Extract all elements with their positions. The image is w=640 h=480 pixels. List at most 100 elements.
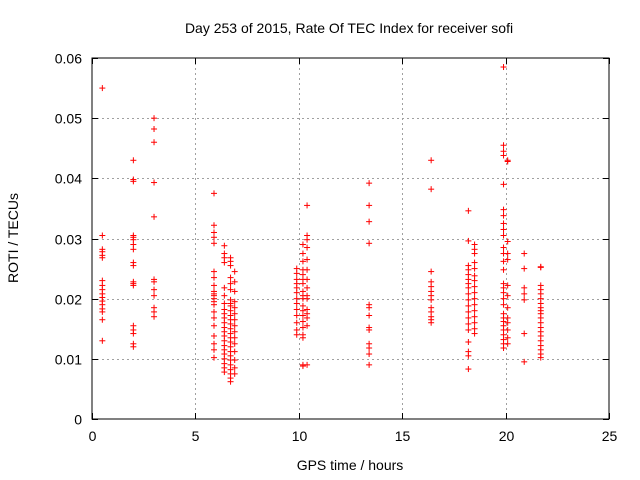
data-point bbox=[299, 363, 306, 370]
data-point bbox=[231, 278, 238, 285]
data-point bbox=[500, 152, 507, 159]
data-point bbox=[366, 304, 373, 311]
data-point bbox=[366, 180, 373, 187]
y-tick-label: 0.06 bbox=[55, 51, 82, 67]
data-point bbox=[231, 364, 238, 371]
data-point bbox=[151, 286, 158, 293]
data-point bbox=[500, 64, 507, 71]
data-point bbox=[130, 262, 137, 269]
data-point bbox=[304, 284, 311, 291]
data-point bbox=[471, 307, 478, 314]
data-point bbox=[366, 351, 373, 358]
data-point bbox=[471, 277, 478, 284]
data-point bbox=[293, 300, 300, 307]
data-point bbox=[231, 370, 238, 377]
data-point bbox=[304, 276, 311, 283]
data-point bbox=[504, 304, 511, 311]
data-point bbox=[465, 237, 472, 244]
data-point bbox=[99, 254, 106, 261]
data-point bbox=[130, 246, 137, 253]
data-point bbox=[231, 348, 238, 355]
data-point bbox=[151, 213, 158, 220]
data-point bbox=[471, 289, 478, 296]
data-point bbox=[504, 319, 511, 326]
data-point bbox=[500, 142, 507, 149]
data-point bbox=[299, 312, 306, 319]
data-point bbox=[304, 295, 311, 302]
data-point bbox=[221, 369, 228, 376]
data-point bbox=[227, 378, 234, 385]
data-point bbox=[366, 361, 373, 368]
data-point bbox=[293, 331, 300, 338]
grid bbox=[92, 58, 609, 419]
data-point bbox=[211, 340, 218, 347]
data-point bbox=[231, 288, 238, 295]
data-point bbox=[221, 284, 228, 291]
data-point bbox=[471, 313, 478, 320]
data-point bbox=[211, 301, 218, 308]
data-point bbox=[221, 259, 228, 266]
data-point bbox=[465, 284, 472, 291]
data-point bbox=[471, 259, 478, 266]
data-point bbox=[99, 308, 106, 315]
data-point bbox=[465, 302, 472, 309]
data-point bbox=[500, 266, 507, 273]
data-point bbox=[504, 340, 511, 347]
data-point bbox=[500, 220, 507, 227]
data-point bbox=[504, 238, 511, 245]
data-point bbox=[471, 250, 478, 257]
data-point bbox=[99, 337, 106, 344]
data-point bbox=[99, 232, 106, 239]
y-axis-label: ROTI / TECUs bbox=[5, 193, 21, 283]
data-point bbox=[500, 258, 507, 265]
data-point bbox=[465, 207, 472, 214]
data-point bbox=[99, 316, 106, 323]
data-point bbox=[366, 218, 373, 225]
data-point bbox=[304, 361, 311, 368]
data-point bbox=[504, 282, 511, 289]
data-point bbox=[231, 340, 238, 347]
data-point bbox=[299, 280, 306, 287]
data-point bbox=[500, 289, 507, 296]
data-point bbox=[504, 256, 511, 263]
x-tick-label: 25 bbox=[602, 428, 618, 444]
data-point bbox=[465, 290, 472, 297]
data-point bbox=[221, 292, 228, 299]
data-point bbox=[211, 222, 218, 229]
x-tick-label: 10 bbox=[292, 428, 308, 444]
data-point bbox=[151, 179, 158, 186]
data-point bbox=[521, 330, 528, 337]
data-point bbox=[465, 352, 472, 359]
data-point bbox=[304, 322, 311, 329]
y-tick-label: 0.04 bbox=[55, 171, 82, 187]
data-points bbox=[99, 64, 544, 385]
data-point bbox=[211, 274, 218, 281]
data-point bbox=[304, 256, 311, 263]
data-point bbox=[151, 292, 158, 299]
data-point bbox=[211, 190, 218, 197]
data-point bbox=[465, 366, 472, 373]
data-point bbox=[504, 292, 511, 299]
data-point bbox=[227, 262, 234, 269]
x-tick-label: 5 bbox=[192, 428, 200, 444]
data-point bbox=[428, 296, 435, 303]
data-point bbox=[299, 318, 306, 325]
data-point bbox=[537, 354, 544, 361]
y-tick-label: 0 bbox=[74, 412, 82, 428]
data-point bbox=[504, 326, 511, 333]
data-point bbox=[500, 181, 507, 188]
data-point bbox=[211, 282, 218, 289]
data-point bbox=[293, 306, 300, 313]
data-point bbox=[428, 268, 435, 275]
data-point bbox=[465, 326, 472, 333]
data-point bbox=[211, 314, 218, 321]
data-point bbox=[130, 178, 137, 185]
data-point bbox=[465, 338, 472, 345]
data-point bbox=[293, 312, 300, 319]
x-axis-label: GPS time / hours bbox=[297, 457, 404, 473]
data-point bbox=[504, 250, 511, 257]
data-point bbox=[211, 354, 218, 361]
data-point bbox=[211, 346, 218, 353]
data-point bbox=[304, 314, 311, 321]
